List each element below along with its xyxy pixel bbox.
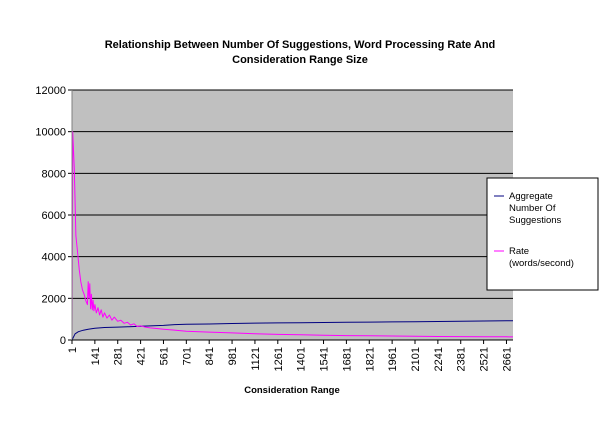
y-tick-label: 6000: [42, 210, 66, 222]
legend-label-rate-1: Rate: [509, 246, 529, 257]
x-tick-label: 2661: [501, 347, 513, 371]
legend-label-suggestions-1: Aggregate: [509, 191, 553, 202]
x-tick-label: 1261: [273, 347, 285, 371]
legend-label-suggestions-2: Number Of: [509, 203, 556, 214]
x-tick-label: 701: [181, 347, 193, 365]
x-tick-label: 561: [158, 347, 170, 365]
x-tick-label: 1: [67, 347, 79, 353]
y-tick-label: 2000: [42, 293, 66, 305]
x-tick-label: 421: [136, 347, 148, 365]
x-tick-label: 281: [113, 347, 125, 365]
x-tick-label: 2241: [433, 347, 445, 371]
legend-box: [486, 177, 599, 291]
x-tick-label: 1121: [250, 347, 262, 371]
y-axis-ticks: 0 2000 4000 6000 8000 10000 12000: [35, 85, 72, 347]
series-line-rate: [71, 131, 514, 341]
legend: Aggregate Number Of Suggestions Rate (wo…: [486, 177, 599, 291]
x-tick-label: 841: [204, 347, 216, 365]
x-axis-title: Consideration Range: [244, 385, 340, 396]
chart-title-line-1: Relationship Between Number Of Suggestio…: [105, 39, 496, 51]
x-tick-label: 2381: [456, 347, 468, 371]
series-line-suggestions: [71, 320, 513, 341]
series-layer: [71, 131, 514, 341]
y-tick-label: 10000: [35, 127, 66, 139]
x-tick-label: 1961: [387, 347, 399, 371]
x-tick-label: 2101: [410, 347, 422, 371]
x-tick-label: 1681: [341, 347, 353, 371]
y-tick-label: 12000: [35, 85, 66, 97]
y-tick-label: 8000: [42, 168, 66, 180]
x-tick-label: 1541: [319, 347, 331, 371]
x-tick-label: 141: [90, 347, 102, 365]
x-tick-label: 2521: [479, 347, 491, 371]
legend-label-rate-2: (words/second): [509, 258, 574, 269]
chart-title-line-2: Consideration Range Size: [232, 54, 368, 66]
x-tick-label: 1821: [364, 347, 376, 371]
y-tick-label: 0: [60, 335, 66, 347]
y-tick-label: 4000: [42, 252, 66, 264]
x-tick-label: 1401: [296, 347, 308, 371]
x-tick-label: 981: [227, 347, 239, 365]
x-axis-ticks: 1 141 281 421 561 701 841 981 1121 1261 1401 1541 16…: [67, 340, 513, 371]
gridlines: [72, 89, 513, 299]
legend-label-suggestions-3: Suggestions: [509, 215, 562, 226]
